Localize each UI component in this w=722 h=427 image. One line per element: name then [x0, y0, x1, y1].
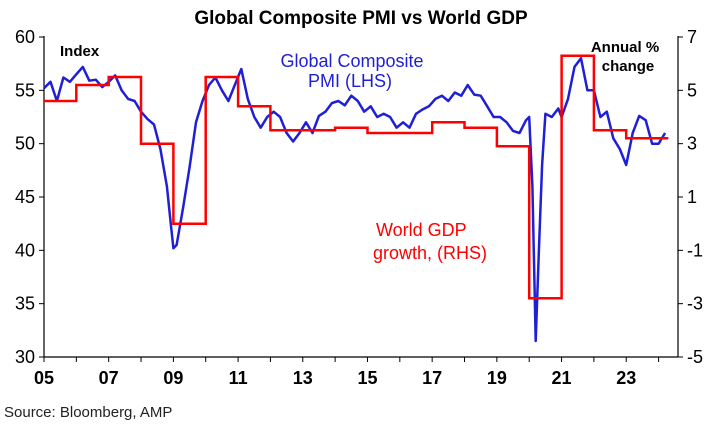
right-axis-unit-line2: change: [602, 58, 655, 75]
chart-source: Source: Bloomberg, AMP: [4, 404, 172, 421]
x-axis-ticks: 05 07 09 11 13 15 17 19 21 23: [34, 357, 660, 388]
x-tick-label: 19: [487, 368, 507, 388]
left-tick-label: 30: [15, 347, 35, 367]
series-label-pmi-line1: Global Composite: [280, 51, 423, 71]
right-tick-label: -5: [687, 347, 703, 367]
x-tick-label: 15: [357, 368, 377, 388]
x-tick-label: 21: [552, 368, 572, 388]
right-tick-label: 1: [687, 187, 697, 207]
right-tick-label: -1: [687, 240, 703, 260]
x-tick-label: 07: [99, 368, 119, 388]
series-line-global-composite-pmi: [43, 57, 667, 343]
left-tick-label: 50: [15, 134, 35, 154]
left-tick-label: 40: [15, 240, 35, 260]
right-axis-unit-line1: Annual %: [591, 39, 659, 56]
series-label-gdp-line1: World GDP: [376, 220, 467, 240]
right-axis-ticks: -5 -3 -1 1 3 5 7: [678, 27, 703, 367]
left-axis-ticks: 30 35 40 45 50 55 60: [15, 27, 44, 367]
left-tick-label: 55: [15, 80, 35, 100]
x-tick-label: 09: [163, 368, 183, 388]
series-line-world-gdp-growth: [44, 54, 669, 300]
right-tick-label: 7: [687, 27, 697, 47]
series-label-gdp-line2: growth, (RHS): [373, 243, 487, 263]
x-tick-label: 05: [34, 368, 54, 388]
series-label-pmi-line2: PMI (LHS): [308, 71, 392, 91]
left-tick-label: 60: [15, 27, 35, 47]
left-axis-unit: Index: [60, 43, 100, 60]
x-tick-label: 11: [229, 368, 248, 388]
x-tick-label: 23: [616, 368, 636, 388]
right-tick-label: 5: [687, 80, 697, 100]
x-tick-label: 17: [422, 368, 442, 388]
left-tick-label: 45: [15, 187, 35, 207]
right-tick-label: 3: [687, 134, 697, 154]
right-tick-label: -3: [687, 294, 703, 314]
left-tick-label: 35: [15, 294, 35, 314]
x-tick-label: 13: [293, 368, 313, 388]
chart-title: Global Composite PMI vs World GDP: [194, 8, 528, 29]
